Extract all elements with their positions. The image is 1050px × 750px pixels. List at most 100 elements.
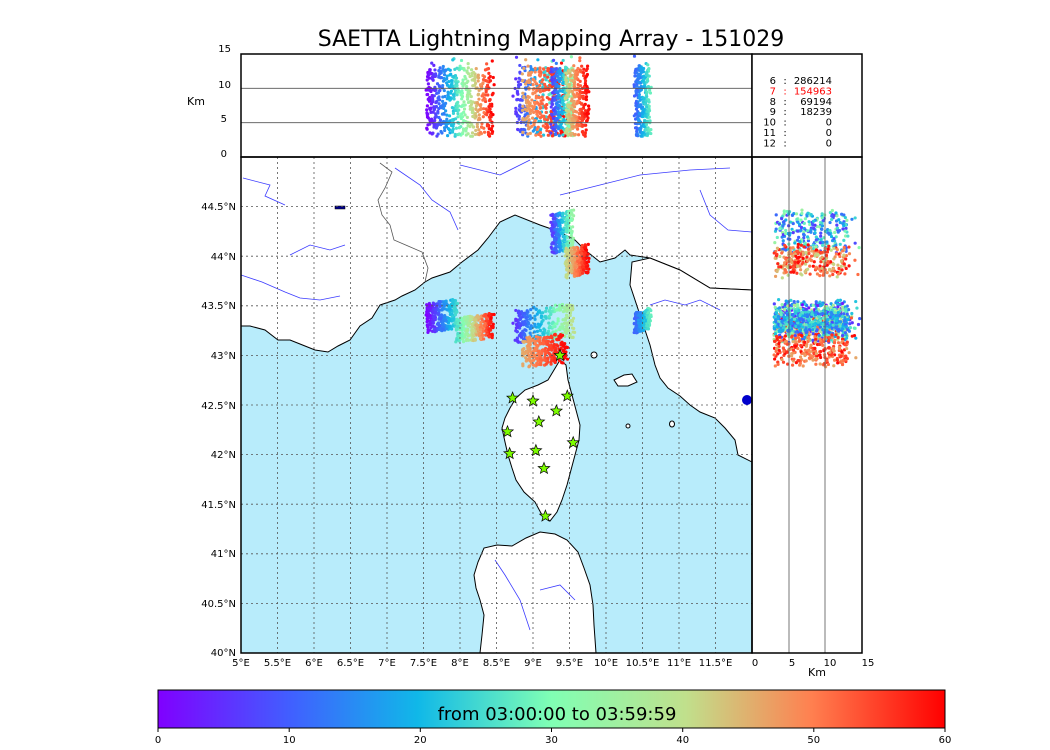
- altitude-source: [561, 80, 566, 85]
- altitude-source: [464, 77, 468, 81]
- altitude-lat-source: [828, 325, 832, 329]
- altitude-source: [587, 90, 591, 94]
- lightning-source: [480, 317, 484, 322]
- lightning-source: [456, 331, 460, 336]
- altitude-source: [461, 78, 465, 82]
- altitude-source: [515, 91, 519, 95]
- altitude-source: [471, 84, 475, 88]
- lightning-source: [516, 325, 520, 329]
- lightning-source: [546, 331, 550, 336]
- lightning-source: [562, 344, 566, 348]
- altitude-source: [643, 114, 647, 118]
- altitude-source: [514, 77, 518, 81]
- lightning-source: [632, 316, 637, 321]
- lightning-source: [553, 350, 557, 354]
- altitude-source: [451, 111, 456, 115]
- altitude-source: [457, 108, 461, 112]
- lightning-source: [539, 315, 543, 320]
- altitude-lat-source: [835, 358, 840, 362]
- altitude-source: [514, 106, 518, 110]
- altitude-source: [439, 129, 443, 134]
- altitude-source: [649, 131, 653, 136]
- lightning-source: [537, 309, 541, 313]
- altitude-lat-source: [793, 336, 798, 340]
- altitude-source: [584, 75, 588, 79]
- altitude-source: [526, 73, 531, 77]
- altitude-source: [576, 133, 581, 137]
- altitude-source: [518, 70, 522, 74]
- lightning-source: [548, 324, 552, 328]
- lightning-source: [571, 335, 575, 340]
- altitude-source: [454, 108, 458, 113]
- lightning-source: [444, 299, 448, 303]
- altitude-lat-source: [843, 343, 847, 347]
- stats-source-count: 0: [826, 128, 832, 139]
- lightning-source: [487, 321, 491, 325]
- lightning-source: [636, 327, 640, 332]
- altitude-lat-source: [832, 349, 836, 353]
- y-tick-label: 40.5°N: [201, 599, 236, 610]
- altitude-source: [574, 70, 578, 74]
- altitude-source: [448, 98, 452, 102]
- altitude-panel-frame: [240, 53, 753, 158]
- lightning-source: [649, 308, 653, 313]
- altitude-source: [465, 115, 469, 119]
- altitude-lat-source: [853, 216, 857, 220]
- altitude-lat-source: [829, 305, 833, 310]
- station-star-icon: [532, 414, 546, 428]
- altitude-source: [437, 115, 441, 120]
- lightning-source: [576, 259, 580, 263]
- altitude-lat-source: [799, 343, 803, 348]
- altitude-lat-source: [832, 364, 836, 368]
- altitude-source: [431, 73, 436, 77]
- altitude-source: [433, 88, 437, 93]
- altitude-longitude-panel: 0 5 10 15 Km: [187, 44, 753, 160]
- altitude-source: [520, 79, 525, 83]
- altitude-source: [517, 76, 521, 80]
- lightning-source: [633, 327, 637, 332]
- lightning-source: [634, 311, 638, 316]
- altitude-source: [555, 90, 559, 94]
- altitude-lat-source: [793, 344, 797, 348]
- lightning-source: [544, 306, 549, 310]
- altitude-lat-source: [776, 360, 780, 364]
- altitude-source: [464, 129, 468, 133]
- altitude-lat-source: [821, 243, 825, 247]
- lightning-source: [561, 242, 565, 246]
- lightning-source: [533, 324, 537, 328]
- altitude-source: [575, 123, 579, 127]
- y-tick-label: 42°N: [211, 450, 236, 461]
- altitude-source: [556, 96, 560, 100]
- altitude-lat-source: [845, 312, 849, 316]
- altitude-source: [547, 97, 551, 101]
- altitude-source: [554, 129, 558, 134]
- altitude-lat-source: [830, 208, 834, 213]
- altitude-lat-source: [809, 230, 813, 234]
- stats-separator: :: [783, 128, 786, 139]
- lightning-source: [522, 352, 526, 356]
- altitude-lat-source: [798, 355, 803, 359]
- altitude-lat-source: [790, 213, 795, 217]
- lightning-source: [642, 322, 646, 327]
- lightning-source: [448, 312, 453, 316]
- lightning-source: [550, 226, 554, 230]
- altitude-source: [428, 122, 432, 126]
- lightning-source: [569, 308, 574, 312]
- altitude-source: [578, 116, 582, 120]
- lightning-source: [551, 320, 555, 324]
- altitude-lat-source: [844, 358, 848, 362]
- altitude-lat-source: [800, 303, 804, 307]
- lightning-source: [557, 338, 561, 342]
- lightning-source: [457, 318, 461, 323]
- altitude-source: [573, 114, 577, 118]
- lightning-source: [528, 331, 532, 335]
- altitude-lat-source: [785, 209, 789, 214]
- lightning-source: [564, 330, 568, 334]
- altitude-lat-source: [803, 335, 807, 339]
- altitude-source: [530, 124, 534, 129]
- lightning-source: [516, 339, 520, 343]
- altitude-source: [556, 107, 560, 111]
- altitude-lat-source: [850, 321, 854, 325]
- altitude-lat-source: [813, 346, 817, 350]
